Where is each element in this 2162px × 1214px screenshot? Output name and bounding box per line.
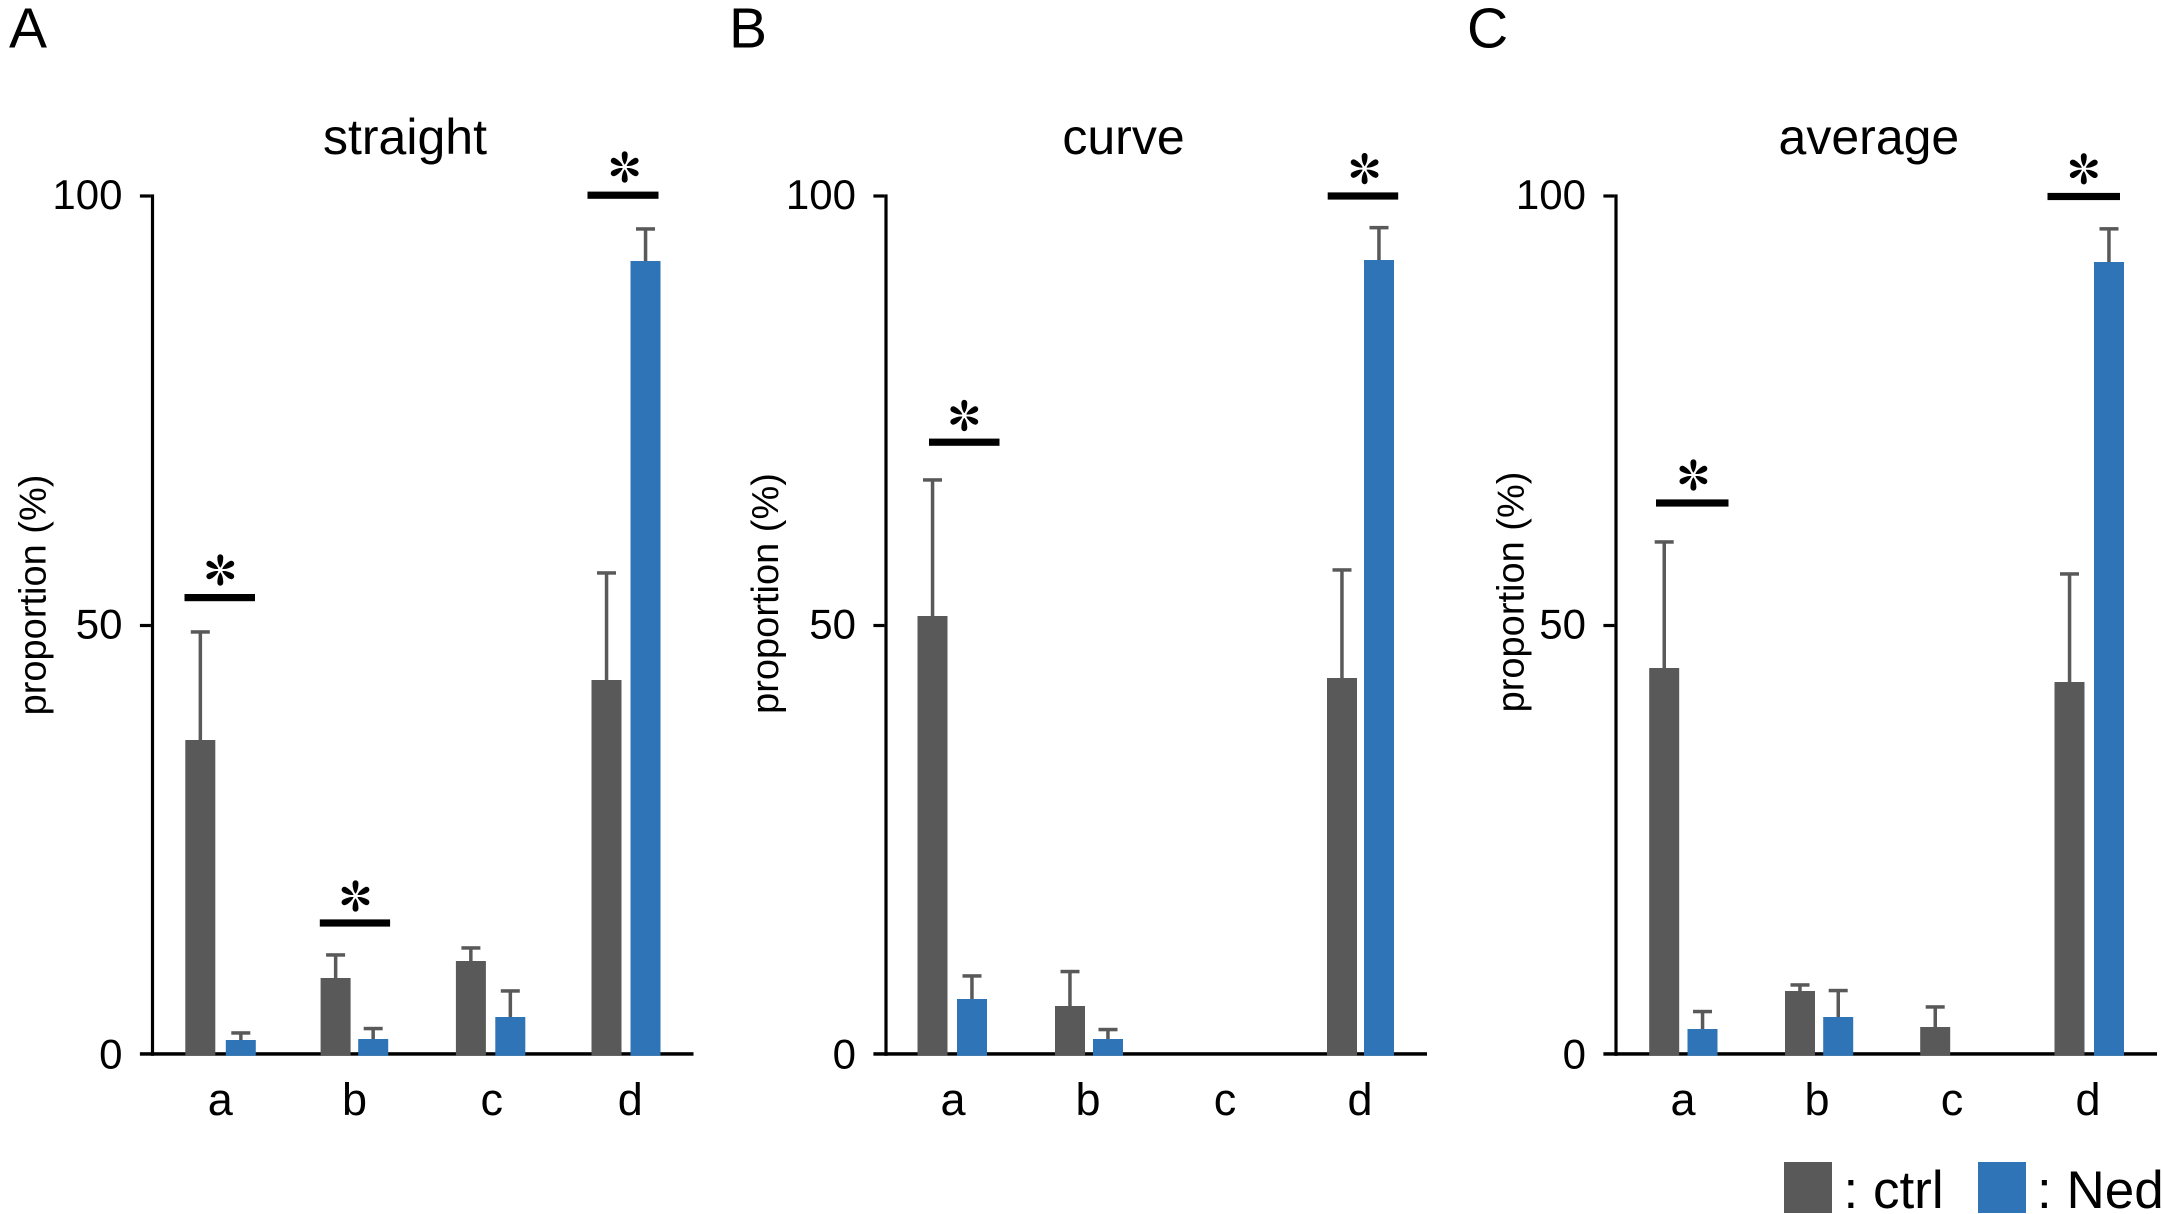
- svg-text:c: c: [1941, 1074, 1964, 1125]
- svg-text:proportion (%): proportion (%): [13, 475, 55, 716]
- svg-text:0: 0: [1563, 1031, 1586, 1078]
- svg-text:50: 50: [76, 601, 123, 648]
- svg-text:a: a: [208, 1074, 234, 1125]
- svg-text:proportion (%): proportion (%): [745, 473, 787, 714]
- svg-text:straight: straight: [323, 109, 487, 165]
- svg-text:proportion (%): proportion (%): [1491, 472, 1533, 713]
- svg-text:d: d: [2075, 1074, 2100, 1125]
- svg-text:0: 0: [833, 1031, 856, 1078]
- svg-text:A: A: [9, 0, 47, 61]
- svg-text:50: 50: [809, 601, 856, 648]
- svg-text:100: 100: [786, 171, 856, 218]
- svg-text:: Ned: : Ned: [2037, 1161, 2162, 1214]
- svg-text:d: d: [1347, 1074, 1372, 1125]
- svg-text:B: B: [729, 0, 767, 61]
- svg-text:: ctrl: : ctrl: [1844, 1161, 1944, 1214]
- svg-text:curve: curve: [1062, 109, 1184, 165]
- svg-text:average: average: [1779, 109, 1960, 165]
- svg-text:b: b: [1804, 1074, 1829, 1125]
- svg-text:c: c: [1214, 1074, 1237, 1125]
- svg-text:100: 100: [52, 171, 122, 218]
- svg-text:50: 50: [1539, 601, 1586, 648]
- svg-text:d: d: [618, 1074, 643, 1125]
- svg-text:a: a: [940, 1074, 966, 1125]
- svg-text:C: C: [1467, 0, 1508, 61]
- svg-text:b: b: [342, 1074, 367, 1125]
- svg-text:100: 100: [1516, 171, 1586, 218]
- svg-text:a: a: [1670, 1074, 1696, 1125]
- svg-text:0: 0: [99, 1031, 122, 1078]
- svg-text:b: b: [1075, 1074, 1100, 1125]
- svg-text:c: c: [481, 1074, 504, 1125]
